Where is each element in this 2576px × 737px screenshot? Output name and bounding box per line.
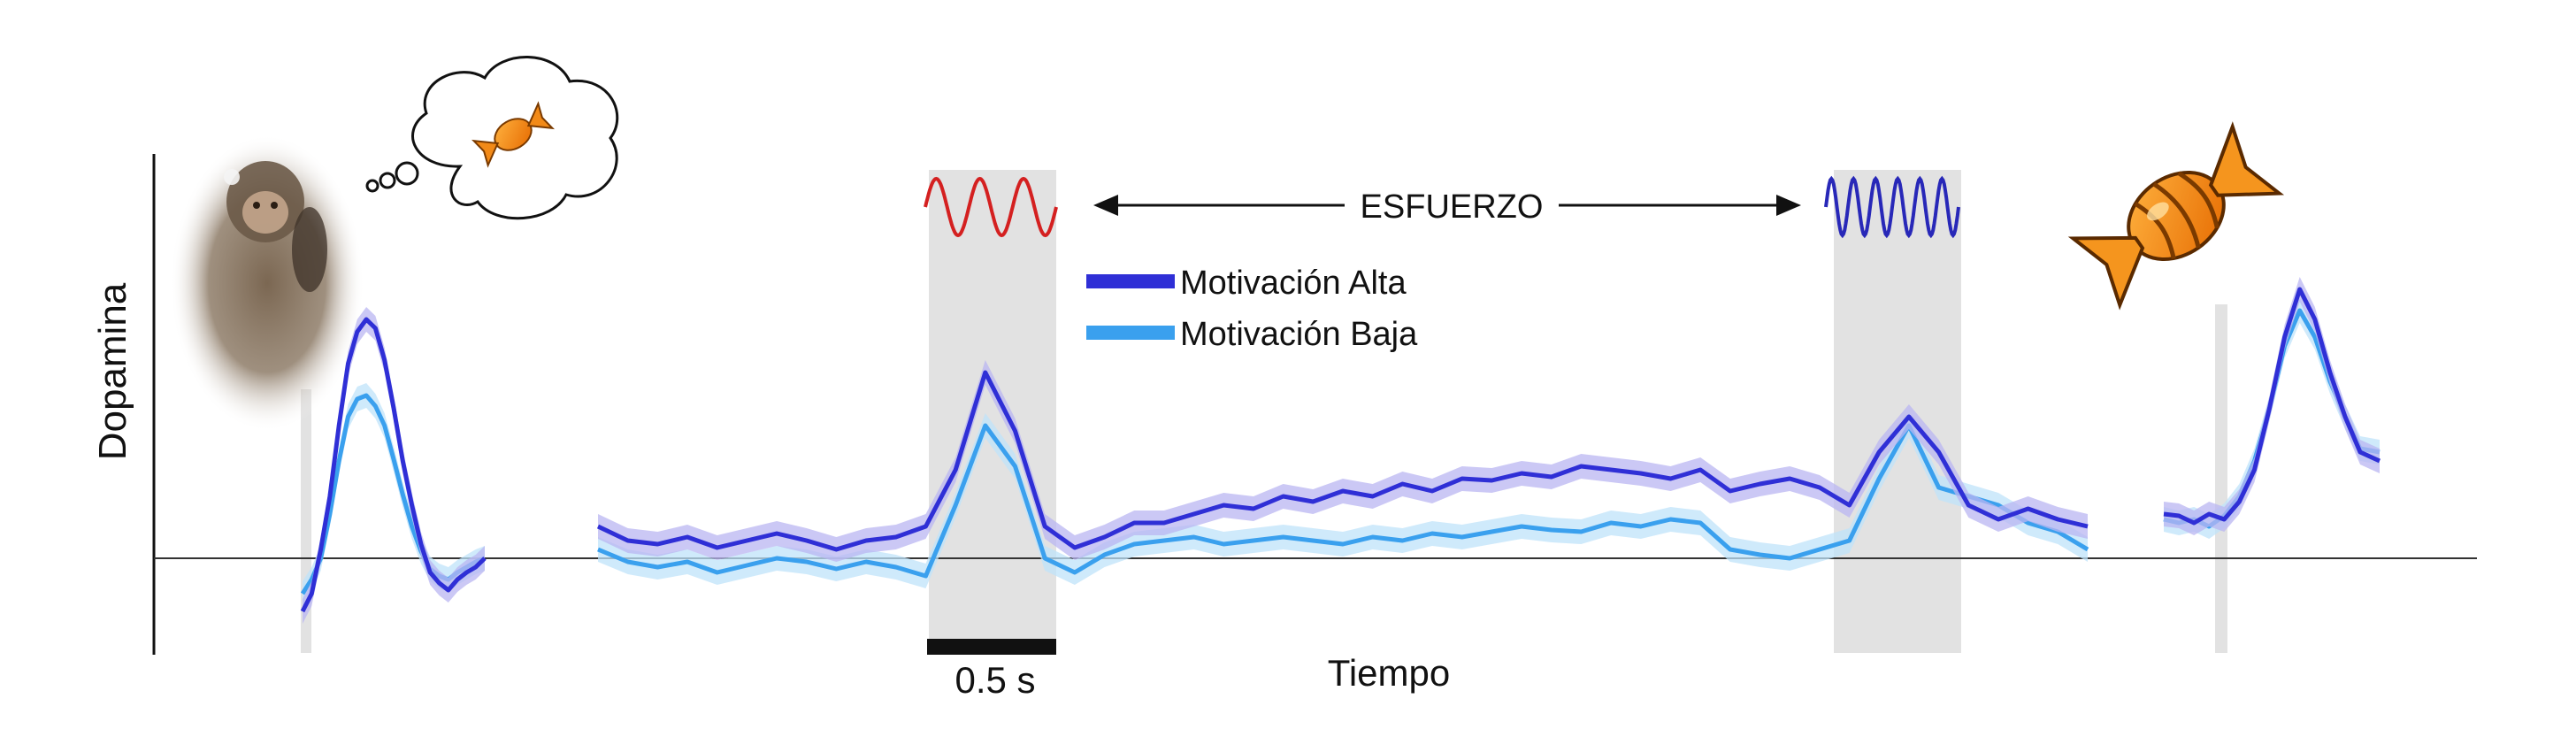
effort-arrowhead-right: [1776, 195, 1801, 216]
thought-bubble-candy-icon: [365, 56, 619, 220]
series-line-alta-cue: [300, 317, 487, 613]
monkey-photo: [170, 134, 364, 432]
candy-icon: [2067, 121, 2285, 311]
legend-swatch-baja: [1086, 326, 1175, 340]
legend-label-alta: Motivación Alta: [1180, 265, 1407, 302]
y-axis-label: Dopamina: [91, 282, 134, 460]
scale-bar: [927, 639, 1056, 655]
series-line-baja-effort: [597, 423, 2089, 579]
stim-shade-1: [929, 170, 1056, 653]
legend-swatch-alta: [1086, 274, 1175, 288]
stim-shade-2: [1834, 170, 1961, 653]
sine-wave-icon: [924, 176, 1058, 238]
effort-label: ESFUERZO: [1361, 188, 1544, 226]
fast-sine-wave-icon: [1824, 175, 1960, 239]
x-axis-label: Tiempo: [1328, 652, 1451, 694]
series-line-alta-reward: [2163, 287, 2381, 526]
series-line-alta-effort: [596, 370, 2089, 552]
plot-layer: [300, 277, 2381, 624]
sem-band-baja-effort: [598, 413, 2088, 588]
scale-bar-label: 0.5 s: [954, 659, 1035, 701]
legend-label-baja: Motivación Baja: [1180, 316, 1418, 353]
reward-marker: [2215, 304, 2227, 653]
sem-band-alta-effort: [598, 360, 2088, 562]
effort-arrowhead-left: [1093, 195, 1118, 216]
